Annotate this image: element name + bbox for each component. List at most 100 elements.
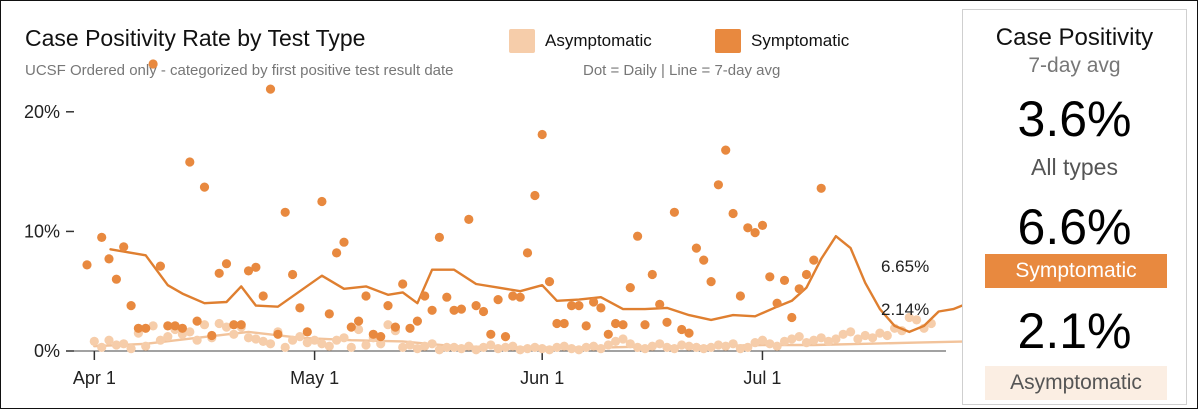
asymptomatic-daily-point (332, 335, 342, 345)
symptomatic-daily-point (515, 292, 525, 302)
legend-item-symptomatic[interactable]: Symptomatic (715, 29, 849, 53)
symptomatic-daily-point (332, 248, 342, 258)
asymptomatic-daily-point (214, 318, 224, 329)
asymptomatic-daily-point (346, 342, 356, 352)
symptomatic-daily-point (478, 306, 489, 317)
asymptomatic-daily-point (699, 344, 709, 354)
asymptomatic-daily-point (868, 333, 878, 343)
asymptomatic-daily-point (831, 334, 841, 344)
symptomatic-daily-point (434, 232, 444, 242)
asymptomatic-daily-point (302, 338, 312, 348)
symptomatic-daily-point (207, 330, 217, 341)
asymptomatic-daily-point (640, 344, 650, 354)
symptomatic-daily-point (354, 316, 364, 326)
kpi-title: Case Positivity (995, 24, 1154, 51)
symptomatic-daily-point (493, 295, 503, 305)
symptomatic-daily-point (346, 322, 356, 332)
asymptomatic-daily-point (713, 340, 724, 350)
symptomatic-daily-point (405, 323, 415, 333)
asymptomatic-daily-point (677, 340, 687, 350)
asymptomatic-daily-point (471, 345, 481, 355)
asymptomatic-daily-point (310, 335, 320, 345)
asymptomatic-daily-point (779, 336, 790, 346)
symptomatic-daily-point (119, 242, 129, 252)
symptomatic-daily-point (361, 291, 371, 301)
symptomatic-daily-point (390, 322, 400, 332)
y-tick-label: 0% (34, 341, 60, 361)
legend-label-symptomatic: Symptomatic (751, 31, 850, 50)
asymptomatic-daily-point (398, 342, 408, 352)
asymptomatic-daily-point (589, 341, 599, 351)
symptomatic-daily-point (589, 297, 599, 307)
symptomatic-daily-point (809, 255, 819, 265)
kpi-panel: Case Positivity 7-day avg 3.6% All types… (962, 9, 1187, 405)
symptomatic-daily-point (618, 320, 628, 330)
asymptomatic-daily-point (141, 341, 151, 351)
symptomatic-daily-point (633, 231, 643, 241)
asymptomatic-daily-point (280, 342, 290, 352)
symptomatic-daily-point (471, 301, 481, 311)
symptomatic-daily-point (596, 303, 606, 313)
symptomatic-daily-point (185, 157, 195, 167)
asymptomatic-daily-point (126, 344, 136, 354)
asymptomatic-daily-point (199, 320, 210, 330)
symptomatic-daily-point (288, 269, 298, 280)
asymptomatic-daily-point (251, 334, 261, 344)
symptomatic-daily-point (82, 260, 92, 270)
legend-item-asymptomatic[interactable]: Asymptomatic (509, 29, 652, 53)
kpi-all-label: All types (1031, 154, 1118, 180)
asymptomatic-daily-point (860, 330, 870, 341)
asymptomatic-daily-point (354, 324, 364, 335)
symptomatic-daily-point (669, 207, 680, 217)
asymptomatic-daily-point (522, 344, 533, 354)
symptomatic-daily-point (273, 329, 283, 339)
asymptomatic-daily-point (376, 339, 386, 349)
asymptomatic-daily-point (89, 336, 99, 346)
kpi-symptomatic-value: 6.6% (1017, 199, 1132, 255)
asymptomatic-daily-point (735, 344, 746, 354)
asymptomatic-daily-point (288, 335, 298, 345)
asymptomatic-daily-point (361, 340, 371, 350)
asymptomatic-daily-point (691, 342, 702, 352)
asymptomatic-daily-point (243, 333, 254, 343)
symptomatic-daily-point (735, 291, 746, 301)
symptomatic-daily-point (537, 129, 547, 140)
symptomatic-daily-point (779, 275, 790, 285)
asymptomatic-daily-point (794, 332, 804, 342)
symptomatic-daily-point (640, 320, 650, 330)
symptomatic-daily-point (368, 329, 378, 339)
symptomatic-daily-point (750, 228, 760, 238)
asymptomatic-daily-point (618, 334, 628, 344)
symptomatic-daily-point (302, 327, 312, 337)
symptomatic-daily-point (280, 207, 290, 217)
asymptomatic-daily-point (295, 332, 305, 342)
asymptomatic-daily-point (581, 342, 591, 352)
symptomatic-daily-point (544, 277, 555, 287)
symptomatic-daily-point (655, 299, 665, 309)
symptomatic-daily-point (236, 320, 246, 330)
symptomatic-daily-point (192, 316, 202, 326)
asymptomatic-daily-point (478, 342, 489, 352)
symptomatic-daily-point (662, 317, 672, 327)
y-tick-label: 10% (24, 221, 60, 241)
symptomatic-daily-point (794, 284, 804, 294)
symptomatic-daily-point (691, 243, 702, 253)
symptomatic-daily-point (765, 272, 775, 282)
asymptomatic-daily-point (772, 341, 782, 351)
symptomatic-daily-point (170, 321, 180, 331)
asymptomatic-daily-point (721, 341, 731, 351)
asymptomatic-daily-point (757, 335, 768, 345)
symptomatic-daily-point (126, 301, 136, 311)
asymptomatic-daily-point (846, 327, 856, 337)
asymptomatic-daily-point (537, 344, 547, 354)
symptomatic-daily-point (339, 237, 349, 247)
asymptomatic-daily-point (603, 340, 613, 350)
symptomatic-daily-point (574, 301, 584, 311)
symptomatic-daily-point (721, 145, 731, 155)
symptomatic-daily-point (148, 59, 158, 69)
symptomatic-daily-point (772, 298, 782, 308)
symptomatic-daily-point (787, 312, 797, 323)
asymptomatic-daily-point (611, 336, 621, 346)
symptomatic-daily-point (398, 279, 408, 289)
plot-area: 0% 10% 20% Apr 1 May 1 Jun 1 Jul 1 6.65% 2.14% (24, 59, 968, 388)
